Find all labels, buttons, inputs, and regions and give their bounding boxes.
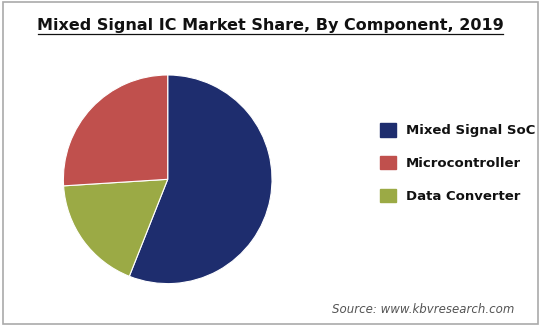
Wedge shape [129,75,272,284]
Text: Mixed Signal IC Market Share, By Component, 2019: Mixed Signal IC Market Share, By Compone… [37,18,504,33]
Text: Source: www.kbvresearch.com: Source: www.kbvresearch.com [332,303,514,316]
Wedge shape [63,75,168,186]
Legend: Mixed Signal SoC, Microcontroller, Data Converter: Mixed Signal SoC, Microcontroller, Data … [380,123,536,203]
Wedge shape [64,179,168,276]
